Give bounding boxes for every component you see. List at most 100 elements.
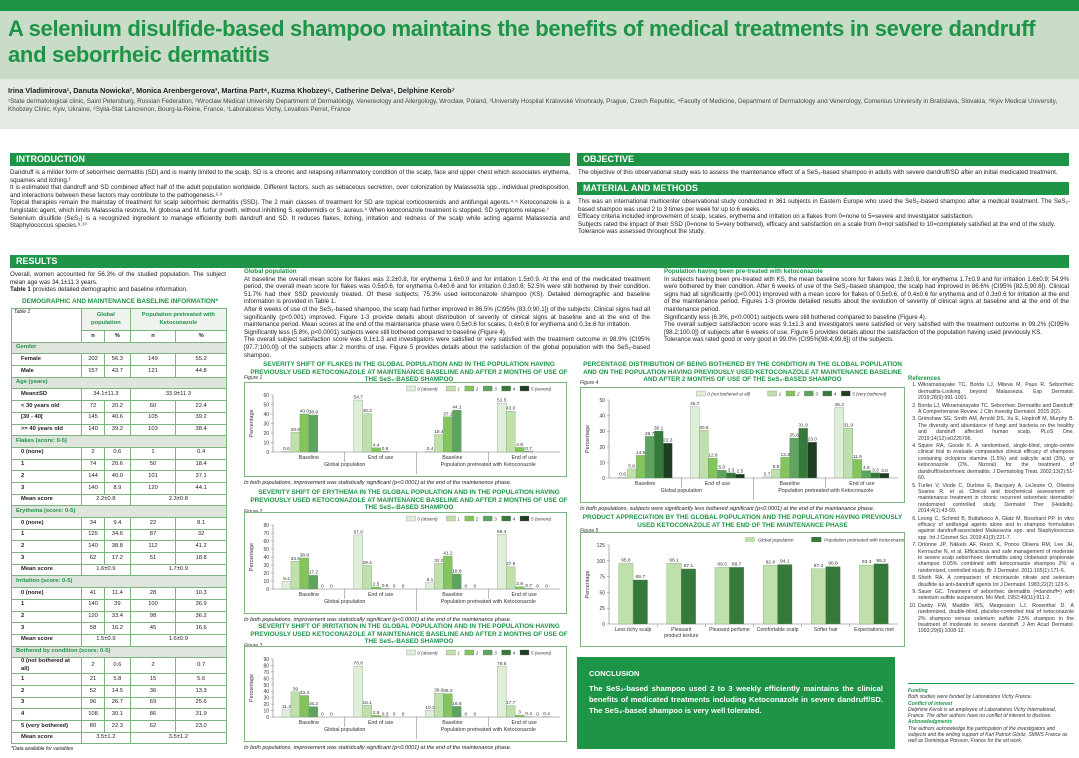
row-label: 2 <box>11 610 82 624</box>
bar <box>506 410 516 453</box>
bar-value-label: 37.1 <box>443 411 453 417</box>
bar-value-label: 94.1 <box>780 559 790 565</box>
bar <box>515 586 525 590</box>
bar-value-label: 0.4 <box>427 446 434 452</box>
y-tick-label: 20 <box>599 445 605 451</box>
legend-label: 4 <box>513 651 516 656</box>
table-row: 2 144 40.0 101 37.1 <box>11 470 227 483</box>
coi-text: Delphine Kerob is an employee of Laborat… <box>908 706 1057 720</box>
bar <box>729 567 745 625</box>
legend-label: 5 (severe) <box>531 651 552 656</box>
legend-swatch <box>519 649 530 656</box>
table-cell: 140 <box>80 481 106 495</box>
row-label: 3 <box>11 622 82 635</box>
row-label: 1 <box>11 598 82 612</box>
bar <box>290 432 301 453</box>
row-label: 1 <box>11 673 82 686</box>
figure-2-chart: 0 10 20 30 40 50 60 70 80 Percentage 0 (absent) 1 2 3… <box>244 512 567 614</box>
bar-value-label: 13.3 <box>780 452 790 458</box>
bar-value-label: 33.4 <box>300 690 310 696</box>
col-sub-header: % <box>175 330 227 343</box>
bar-value-label: 41.2 <box>443 551 453 557</box>
legend-label: 4 <box>513 517 516 522</box>
table-cell: 0.6 <box>104 657 131 675</box>
y-tick-label: 70 <box>263 531 269 537</box>
category-label: Baseline <box>299 592 319 598</box>
authors: Irina Vladimirova¹, Danuta Nowicka², Mon… <box>8 86 455 95</box>
intro-p4: Selenium disulfide (SeS₂) is a recognize… <box>10 214 570 230</box>
row-label: 0 (none) <box>11 446 82 460</box>
table-cell: 105 <box>129 411 177 425</box>
y-tick-label: 25 <box>599 606 605 612</box>
table-cell: 28 <box>129 587 177 600</box>
table-section-row: Erythema (score: 0-5) <box>11 505 227 518</box>
ack-text: The authors acknowledge the participatio… <box>908 725 1068 745</box>
table-cell: 11.4 <box>104 587 131 600</box>
bar <box>290 561 301 590</box>
bar <box>308 575 318 590</box>
poster-title: A selenium disulfide-based shampoo maint… <box>8 16 1036 67</box>
bar <box>861 470 872 479</box>
bar-value-label: 0 <box>402 712 405 718</box>
y-axis-label: Percentage <box>585 570 591 598</box>
legend-swatch <box>464 385 474 392</box>
results-heading: RESULTS <box>10 255 1069 268</box>
legend-label: 2 <box>475 651 479 656</box>
table-cell: 10.3 <box>175 587 227 600</box>
bar <box>771 469 781 479</box>
bar <box>807 441 817 479</box>
legend-label: 2 <box>796 392 800 397</box>
col-kc-population: Population pretreated with Ketoconazole <box>129 308 228 331</box>
bar <box>299 557 310 590</box>
legend-label: Global population <box>758 538 794 543</box>
row-label: Female <box>11 353 82 367</box>
bar <box>515 714 525 718</box>
bar-value-label: 0.6 <box>382 583 389 589</box>
bar-value-label: 0 <box>473 712 476 718</box>
y-tick-label: 60 <box>263 539 269 545</box>
objective-text: The objective of this observational stud… <box>578 169 1058 176</box>
table-cell: 55.2 <box>175 353 227 367</box>
table-row: 3 58 16.2 45 16.6 <box>11 622 227 635</box>
category-label: Softer hair <box>814 627 838 633</box>
y-tick-label: 60 <box>263 393 269 399</box>
bar-value-label: 40.0 <box>300 409 310 415</box>
bar <box>780 457 790 479</box>
bar-value-label: 0 <box>464 712 467 718</box>
bar-value-label: 26.7 <box>645 431 655 437</box>
table-cell: 8.1 <box>175 517 227 530</box>
table-section-label: Flakes (score: 0-5) <box>11 435 227 448</box>
table-cell: 20.6 <box>104 458 131 472</box>
table-cell: 157 <box>80 365 106 378</box>
table-section-row: Bothered by condition (score: 0-5) <box>11 645 227 659</box>
table-cell: 0.6 <box>104 446 131 460</box>
reference-item: Grimshaw SG, Smith AM, Arnold DS, Xu E, … <box>918 416 1074 442</box>
figure-title: PERCENTAGE DISTRIBUTION OF BEING BOTHERE… <box>583 361 902 383</box>
bar <box>714 567 730 625</box>
row-label: 1 <box>11 528 82 542</box>
references: References Wikramanayake TC, Borda LJ, M… <box>908 376 1074 636</box>
table-cell: 2 <box>80 657 106 675</box>
legend-label: 4 <box>834 392 837 397</box>
bar-value-label: 0.7 <box>525 583 532 589</box>
bar <box>308 706 318 718</box>
table-cell: 38.4 <box>175 423 227 437</box>
reference-item: Sauer GC. Treatment of seborrheic dermat… <box>918 589 1074 602</box>
table-row: Mean score 2.2±0.8 2.3±0.8 <box>11 493 228 507</box>
table-cell: 34 <box>80 517 106 530</box>
table-row: 5 (very bothered) 80 22.3 62 23.0 <box>11 720 227 733</box>
y-tick-label: 10 <box>599 460 605 466</box>
global-p2: After 6 weeks of use of the SeS₂-based s… <box>244 305 650 329</box>
group-label: Population pretreated with Ketoconazole <box>441 727 536 733</box>
legend-swatch <box>811 537 822 542</box>
table-label: Table 1 <box>11 308 82 343</box>
table-row: Mean score 1.5±0.9 1.6±0.9 <box>11 633 228 647</box>
y-tick-label: 0 <box>266 450 269 456</box>
bar <box>777 564 793 625</box>
figure-title: PRODUCT APPRECIATION BY THE GLOBAL POPUL… <box>582 514 903 529</box>
figure-title: SEVERITY SHIFT OF ERYTHEMA IN THE GLOBAL… <box>250 489 568 511</box>
bar <box>644 436 655 479</box>
legend-swatch <box>804 390 814 397</box>
figure-1-chart: 0 10 20 30 40 50 60 Percentage 0 (absent) 1 2 3 4 5 (… <box>244 382 567 477</box>
bar-value-label: 0.7 <box>525 446 532 452</box>
